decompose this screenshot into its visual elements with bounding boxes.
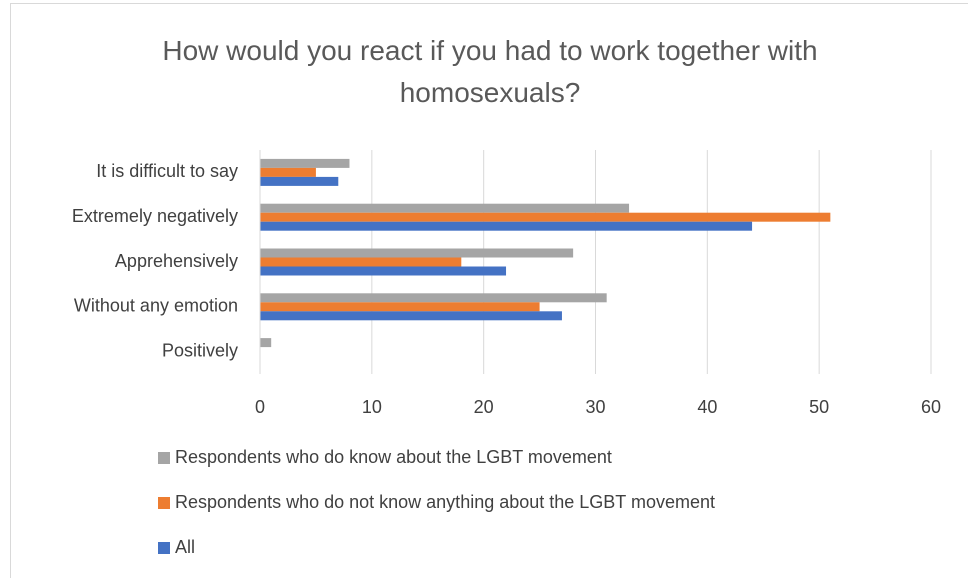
bar bbox=[260, 167, 316, 177]
y-tick-label: Extremely negatively bbox=[72, 206, 238, 226]
bar bbox=[260, 158, 350, 168]
bar bbox=[260, 338, 272, 348]
y-tick-label: Positively bbox=[162, 340, 238, 360]
chart-border bbox=[10, 3, 968, 578]
bar bbox=[260, 311, 562, 321]
legend-swatch bbox=[158, 452, 170, 464]
x-tick-label: 10 bbox=[362, 397, 382, 417]
x-tick-label: 30 bbox=[585, 397, 605, 417]
y-tick-label: Without any emotion bbox=[74, 296, 238, 316]
x-tick-label: 20 bbox=[474, 397, 494, 417]
x-tick-label: 50 bbox=[809, 397, 829, 417]
bar bbox=[260, 248, 574, 258]
x-tick-label: 40 bbox=[697, 397, 717, 417]
chart-title: How would you react if you had to work t… bbox=[162, 35, 818, 108]
bar bbox=[260, 176, 339, 186]
x-tick-label: 60 bbox=[921, 397, 941, 417]
legend-label: Respondents who do not know anything abo… bbox=[175, 492, 715, 512]
bar bbox=[260, 302, 540, 312]
bar bbox=[260, 203, 630, 213]
legend-swatch bbox=[158, 497, 170, 509]
y-tick-label: Apprehensively bbox=[115, 251, 238, 271]
bar bbox=[260, 212, 831, 222]
y-tick-label: It is difficult to say bbox=[96, 161, 238, 181]
bar bbox=[260, 293, 607, 303]
legend-swatch bbox=[158, 542, 170, 554]
bar bbox=[260, 221, 753, 231]
bar bbox=[260, 257, 462, 267]
legend-label: All bbox=[175, 537, 195, 557]
bar bbox=[260, 266, 507, 276]
x-tick-label: 0 bbox=[255, 397, 265, 417]
legend-label: Respondents who do know about the LGBT m… bbox=[175, 447, 612, 467]
